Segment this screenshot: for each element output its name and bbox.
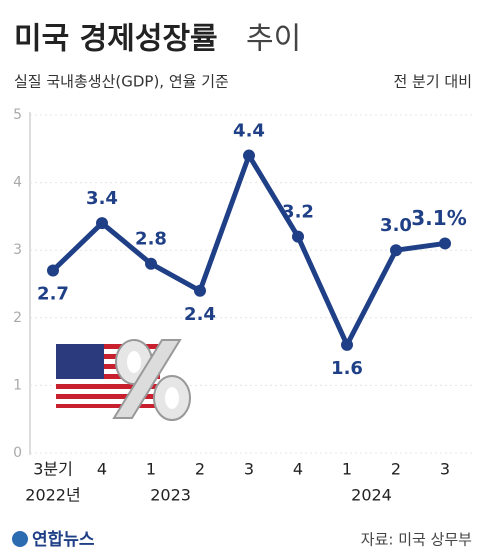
y-tick-label: 5 [13,107,22,123]
chart-title: 미국 경제성장률 [14,22,218,57]
point [341,338,353,351]
x-tick-label: 4 [97,460,107,479]
y-tick-label: 1 [13,377,22,393]
data-label: 4.4 [233,121,265,142]
data-label: 2.4 [184,304,216,325]
logo-icon [12,531,28,547]
y-tick-label: 0 [13,445,22,461]
x-tick-label: 3 [440,460,450,479]
flag-illustration [56,339,191,421]
point [194,284,206,297]
x-tick-label: 2 [195,460,205,479]
point [439,237,451,250]
data-label: 3.1% [411,206,466,230]
logo: 연합뉴스 [32,529,95,550]
year-label: 2024 [351,486,392,505]
point [243,149,255,162]
data-label: 3.0 [380,215,412,236]
y-tick-label: 2 [13,310,22,326]
x-tick-label: 4 [293,460,303,479]
subtitle: 실질 국내총생산(GDP), 연율 기준 [14,73,229,91]
point [47,264,59,277]
year-label: 2022년 [25,486,80,505]
data-label: 2.7 [37,283,69,304]
x-tick-label: 2 [391,460,401,479]
source: 자료: 미국 상무부 [361,531,472,549]
data-label: 3.4 [86,188,118,209]
point [96,217,108,230]
chart-title-suffix: 추이 [246,22,301,57]
x-tick-label: 3분기 [33,460,73,479]
point [145,257,157,270]
data-label: 2.8 [135,229,167,250]
y-tick-label: 4 [13,175,22,191]
data-label: 1.6 [331,358,363,379]
x-tick-label: 3 [244,460,254,479]
year-label: 2023 [150,486,191,505]
x-tick-label: 1 [146,460,156,479]
x-tick-label: 1 [342,460,352,479]
point [390,244,402,257]
y-tick-label: 3 [13,242,22,258]
note: 전 분기 대비 [393,73,472,91]
point [292,230,304,243]
data-label: 3.2 [282,202,314,223]
